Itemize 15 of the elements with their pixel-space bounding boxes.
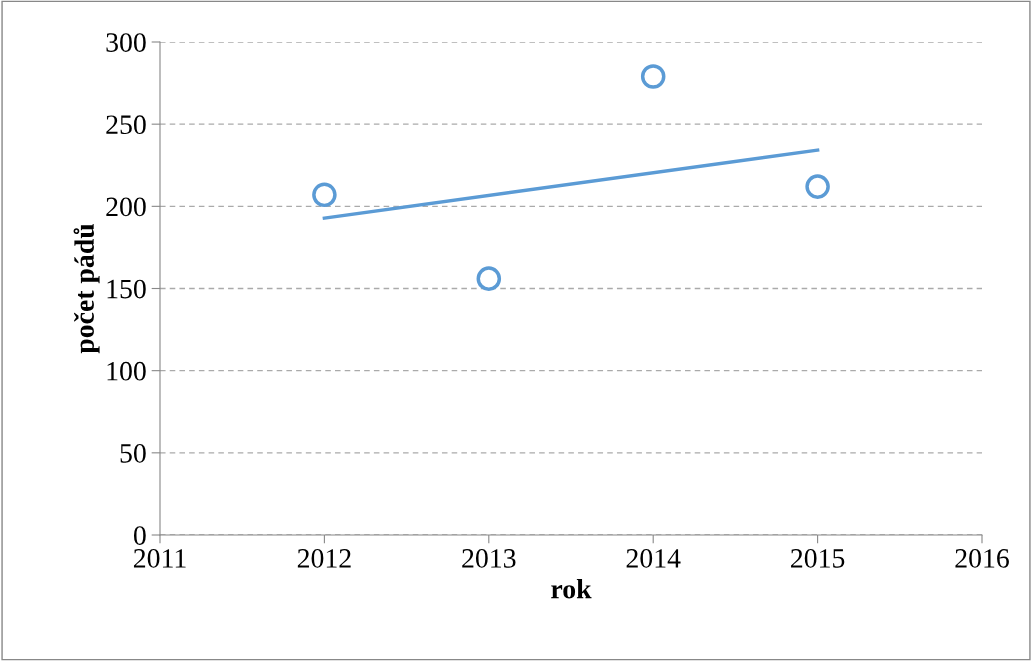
x-tick-label: 2011 <box>133 549 186 568</box>
x-tick-label: 2016 <box>955 549 1009 568</box>
y-axis-title: počet pádů <box>73 224 100 354</box>
y-tick-label: 100 <box>107 361 146 381</box>
y-tick-label: 150 <box>107 279 146 299</box>
x-tick-label: 2015 <box>791 549 845 568</box>
y-tick-label: 300 <box>106 33 146 52</box>
y-tick-label: 0 <box>133 526 146 545</box>
y-tick-label: 250 <box>106 115 146 135</box>
x-tick-label: 2013 <box>462 549 516 568</box>
y-tick-label: 50 <box>120 444 146 463</box>
x-tick-label: 2012 <box>297 549 351 568</box>
x-tick-label: 2014 <box>626 549 681 568</box>
x-axis-title: rok <box>551 578 592 599</box>
y-tick-label: 200 <box>106 197 146 217</box>
